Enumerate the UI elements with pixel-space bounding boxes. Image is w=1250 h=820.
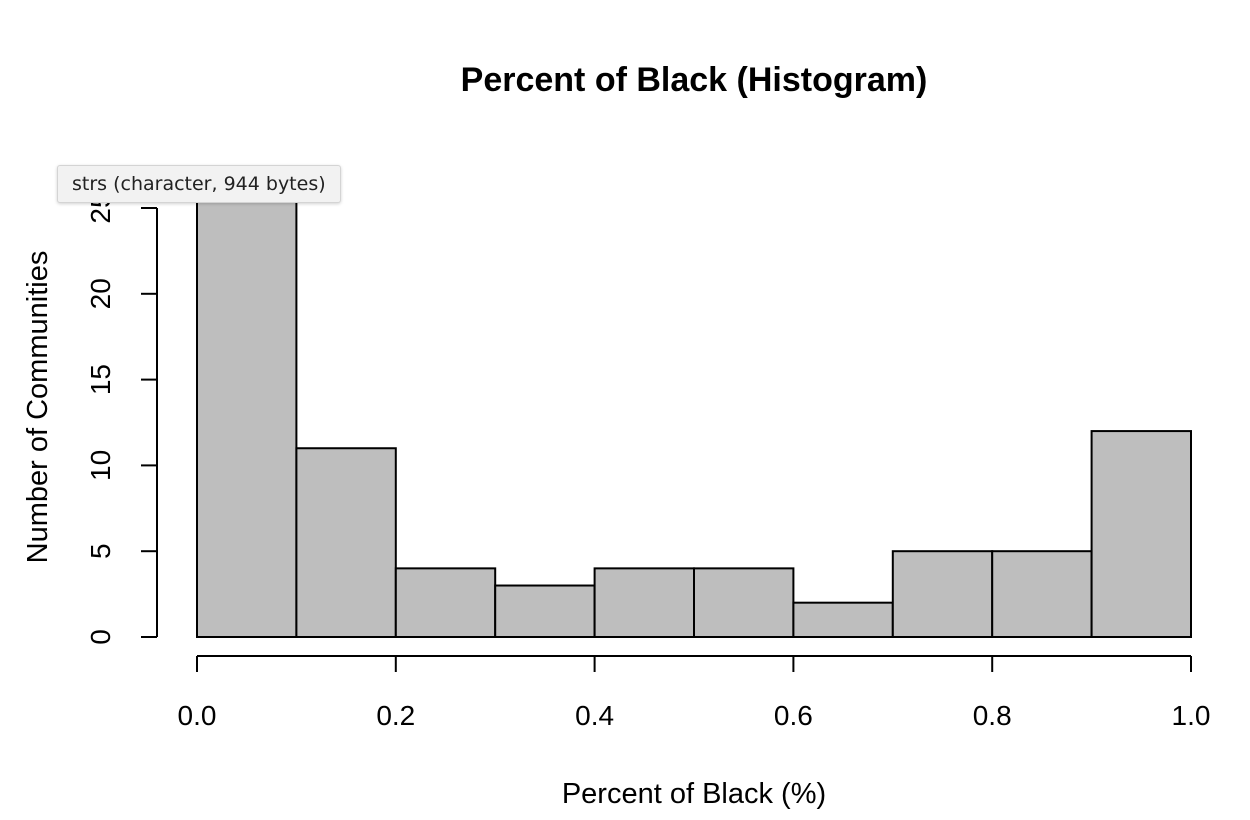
y-tick-label-5: 5 <box>85 543 116 559</box>
histogram-bar-10 <box>1090 430 1192 638</box>
bars-group <box>196 189 1192 639</box>
variable-tooltip: strs (character, 944 bytes) <box>57 165 341 203</box>
y-axis-label: Number of Communities <box>22 251 54 564</box>
x-tick-label-0.2: 0.2 <box>376 700 415 731</box>
chart-title: Percent of Black (Histogram) <box>461 61 928 99</box>
y-tick-label-15: 15 <box>85 364 116 395</box>
histogram-bar-4 <box>494 584 596 639</box>
histogram-bar-9 <box>991 550 1093 639</box>
x-tick-label-0.0: 0.0 <box>178 700 217 731</box>
x-tick-label-0.4: 0.4 <box>575 700 614 731</box>
histogram-bar-3 <box>394 567 497 638</box>
x-tick-label-0.8: 0.8 <box>973 700 1012 731</box>
y-tick-label-20: 20 <box>85 278 116 309</box>
histogram-bar-8 <box>891 550 994 639</box>
histogram-bar-1 <box>196 189 298 638</box>
y-tick-label-10: 10 <box>85 450 116 481</box>
x-axis-label: Percent of Black (%) <box>562 778 826 810</box>
histogram-bar-7 <box>792 601 894 638</box>
histogram-bar-2 <box>295 447 397 638</box>
histogram-bar-6 <box>693 567 795 638</box>
x-tick-label-1.0: 1.0 <box>1172 700 1211 731</box>
x-axis: 0.0 0.2 0.4 0.6 0.8 1.0 <box>178 655 1211 731</box>
x-tick-label-0.6: 0.6 <box>774 700 813 731</box>
histogram-bar-5 <box>593 567 695 638</box>
y-tick-label-0: 0 <box>85 629 116 645</box>
